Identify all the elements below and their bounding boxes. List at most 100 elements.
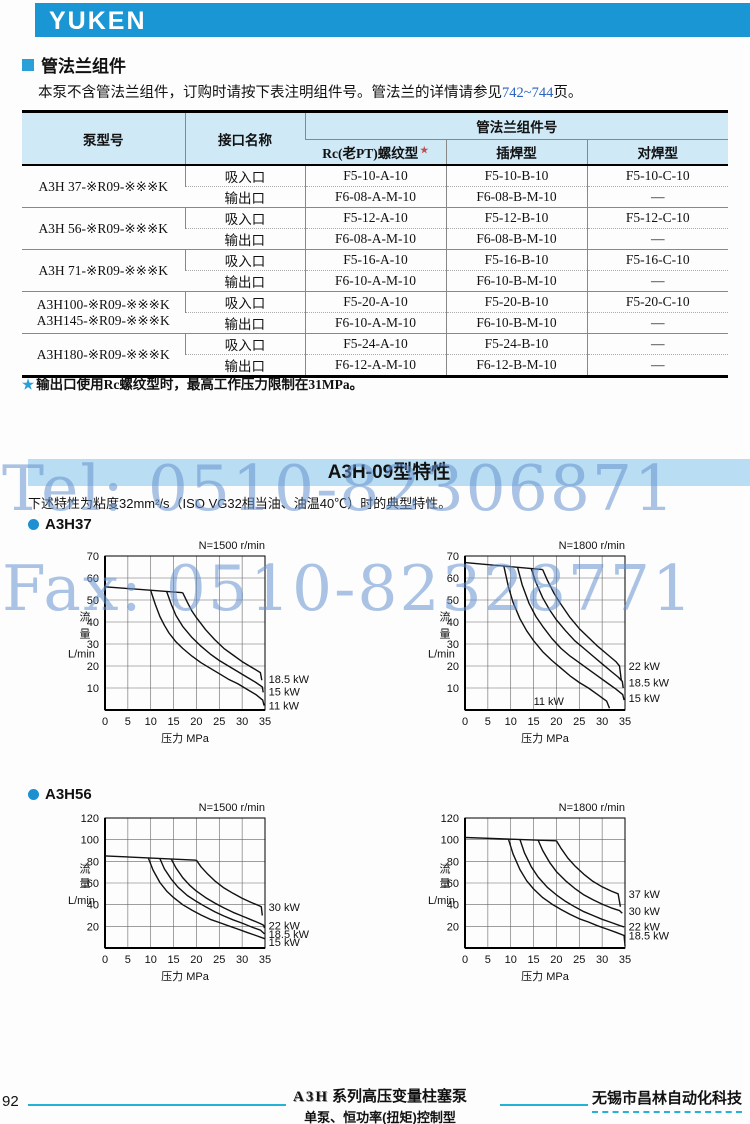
series-curve-full-flow bbox=[104, 586, 183, 594]
table-row: 输出口 F6-12-A-M-10 F6-12-B-M-10— bbox=[22, 354, 729, 377]
pump-model-cell: A3H 56-※R09-※※※K bbox=[22, 207, 185, 250]
flange-code-cell: — bbox=[586, 228, 729, 250]
series-label: 18.5 kW bbox=[269, 929, 310, 941]
series-curve-37-kW bbox=[555, 840, 622, 907]
pump-model-cell: A3H180-※R09-※※※K bbox=[22, 333, 185, 377]
characteristics-title: A3H-09型特性 bbox=[327, 462, 451, 483]
x-tick-label: 0 bbox=[462, 716, 468, 728]
chart-a3h56-1800rpm: 37 kW 30 kW 22 kW 18.5 kW N=1800 r/min 20 40 60… bbox=[390, 798, 740, 995]
table-row: 输出口 F6-10-A-M-10 F6-10-B-M-10— bbox=[22, 270, 729, 292]
yuken-logo: YUKEN bbox=[49, 7, 147, 35]
x-tick-label: 20 bbox=[550, 716, 562, 728]
header-star-mark: ★ bbox=[420, 144, 429, 155]
y-tick-label: 120 bbox=[441, 813, 459, 825]
flange-code-cell: F5-16-B-10 bbox=[445, 249, 587, 271]
series-curve-full-flow bbox=[104, 855, 197, 861]
port-name-cell: 吸入口 bbox=[184, 164, 305, 187]
series-label: 22 kW bbox=[629, 921, 661, 933]
page-number: 92 bbox=[2, 1093, 19, 1110]
port-name-cell: 输出口 bbox=[185, 354, 305, 377]
port-name-cell: 吸入口 bbox=[184, 291, 305, 313]
port-name-cell: 输出口 bbox=[185, 228, 305, 250]
series-curve-18.5-kW bbox=[530, 568, 624, 689]
page-reference-link[interactable]: 742~744 bbox=[502, 85, 554, 101]
x-tick-label: 25 bbox=[213, 954, 225, 966]
x-tick-label: 0 bbox=[462, 954, 468, 966]
flange-code-cell: F6-08-B-M-10 bbox=[445, 186, 587, 208]
chart-speed-title: N=1500 r/min bbox=[199, 802, 265, 814]
x-tick-label: 20 bbox=[190, 954, 202, 966]
blue-dot-bullet-icon bbox=[28, 519, 39, 530]
col-header-flange-group: 管法兰组件号 bbox=[304, 111, 729, 140]
model-label-a3h56: A3H56 bbox=[28, 786, 92, 803]
series-label: 30 kW bbox=[269, 902, 301, 914]
y-tick-label: 80 bbox=[447, 856, 459, 868]
x-tick-label: 35 bbox=[259, 954, 271, 966]
series-curve-full-flow bbox=[464, 836, 557, 842]
y-axis-label: 量 bbox=[440, 628, 451, 641]
table-row: A3H 37-※R09-※※※K 吸入口 F5-10-A-10 F5-10-B-10 F… bbox=[22, 164, 729, 208]
footer-divider-line bbox=[500, 1104, 588, 1106]
flange-code-cell: — bbox=[586, 186, 729, 208]
series-curve-22-kW bbox=[170, 858, 266, 929]
x-tick-label: 30 bbox=[236, 716, 248, 728]
series-curve-30-kW bbox=[195, 859, 263, 916]
flange-part-table: 泵型号 接口名称 管法兰组件号 Rc(老PT)螺纹型 ★ 插焊型 对焊型 A3H … bbox=[22, 110, 729, 378]
y-tick-label: 80 bbox=[87, 856, 99, 868]
x-tick-label: 20 bbox=[190, 716, 202, 728]
flange-code-cell: F6-12-B-M-10 bbox=[445, 354, 587, 377]
series-label: 15 kW bbox=[269, 937, 301, 949]
plot-box bbox=[464, 555, 626, 711]
model-name: A3H37 bbox=[45, 516, 92, 533]
rc-thread-label: Rc(老PT)螺纹型 bbox=[322, 146, 419, 161]
table-row: 输出口 F6-08-A-M-10 F6-08-B-M-10— bbox=[22, 228, 729, 250]
y-axis-unit: L/min bbox=[68, 895, 95, 907]
y-axis-label: 流 bbox=[440, 862, 451, 876]
series-label: 15 kW bbox=[269, 686, 301, 698]
col-header-rc-thread: Rc(老PT)螺纹型 ★ bbox=[305, 139, 446, 165]
x-tick-label: 25 bbox=[213, 716, 225, 728]
col-header-butt-weld: 对焊型 bbox=[586, 139, 729, 165]
flange-code-cell: — bbox=[586, 333, 729, 355]
flange-code-cell: F5-12-B-10 bbox=[445, 207, 587, 229]
y-tick-label: 70 bbox=[447, 551, 459, 563]
y-axis-unit: L/min bbox=[428, 649, 455, 661]
model-name: A3H56 bbox=[45, 786, 92, 803]
col-header-pump-model: 泵型号 bbox=[22, 111, 185, 165]
series-curve-15-kW bbox=[516, 567, 625, 701]
chart-a3h37-1500rpm: 18.5 kW 15 kW 11 kW N=1500 r/min 10 20 30 40 50 6… bbox=[30, 533, 380, 757]
series-curve-22-kW bbox=[519, 839, 625, 928]
y-tick-label: 120 bbox=[81, 813, 99, 825]
y-tick-label: 40 bbox=[87, 617, 99, 629]
intro-after: 页。 bbox=[553, 85, 583, 101]
y-tick-label: 10 bbox=[447, 683, 459, 695]
y-tick-label: 20 bbox=[447, 661, 459, 673]
flange-intro-text: 本泵不含管法兰组件，订购时请按下表注明组件号。管法兰的详情请参见742~744页… bbox=[38, 81, 582, 102]
flange-code-cell: F5-10-C-10 bbox=[586, 164, 729, 187]
y-axis-label: 量 bbox=[80, 877, 91, 890]
intro-before: 本泵不含管法兰组件，订购时请按下表注明组件号。管法兰的详情请参见 bbox=[38, 85, 502, 101]
y-tick-label: 60 bbox=[87, 878, 99, 890]
flange-code-cell: F6-08-A-M-10 bbox=[304, 186, 446, 208]
footer-divider-line bbox=[28, 1104, 286, 1106]
flange-code-cell: F5-20-A-10 bbox=[304, 291, 446, 313]
x-axis-label: 压力 MPa bbox=[521, 970, 570, 983]
x-tick-label: 5 bbox=[125, 716, 131, 728]
brand-bar: YUKEN bbox=[35, 3, 750, 37]
y-tick-label: 40 bbox=[447, 900, 459, 912]
x-tick-label: 15 bbox=[527, 716, 539, 728]
table-row: A3H 56-※R09-※※※K 吸入口 F5-12-A-10 F5-12-B-10 F… bbox=[22, 207, 729, 250]
series-label: 18.5 kW bbox=[629, 678, 670, 690]
flange-code-cell: F5-20-B-10 bbox=[445, 291, 587, 313]
port-name-cell: 吸入口 bbox=[184, 333, 305, 355]
series-label: 30 kW bbox=[629, 906, 661, 918]
blue-dot-bullet-icon bbox=[28, 789, 39, 800]
y-tick-label: 60 bbox=[447, 573, 459, 585]
table-row: A3H 71-※R09-※※※K 吸入口 F5-16-A-10 F5-16-B-10 F… bbox=[22, 249, 729, 292]
flange-code-cell: F5-20-C-10 bbox=[586, 291, 729, 313]
flange-code-cell: F6-10-B-M-10 bbox=[445, 312, 587, 334]
footer-series-block: A3H 系列高压变量柱塞泵 单泵、恒功率(扭矩)控制型 bbox=[240, 1085, 520, 1124]
characteristics-banner: A3H-09型特性 bbox=[28, 459, 750, 486]
series-curve-15-kW bbox=[166, 591, 264, 693]
